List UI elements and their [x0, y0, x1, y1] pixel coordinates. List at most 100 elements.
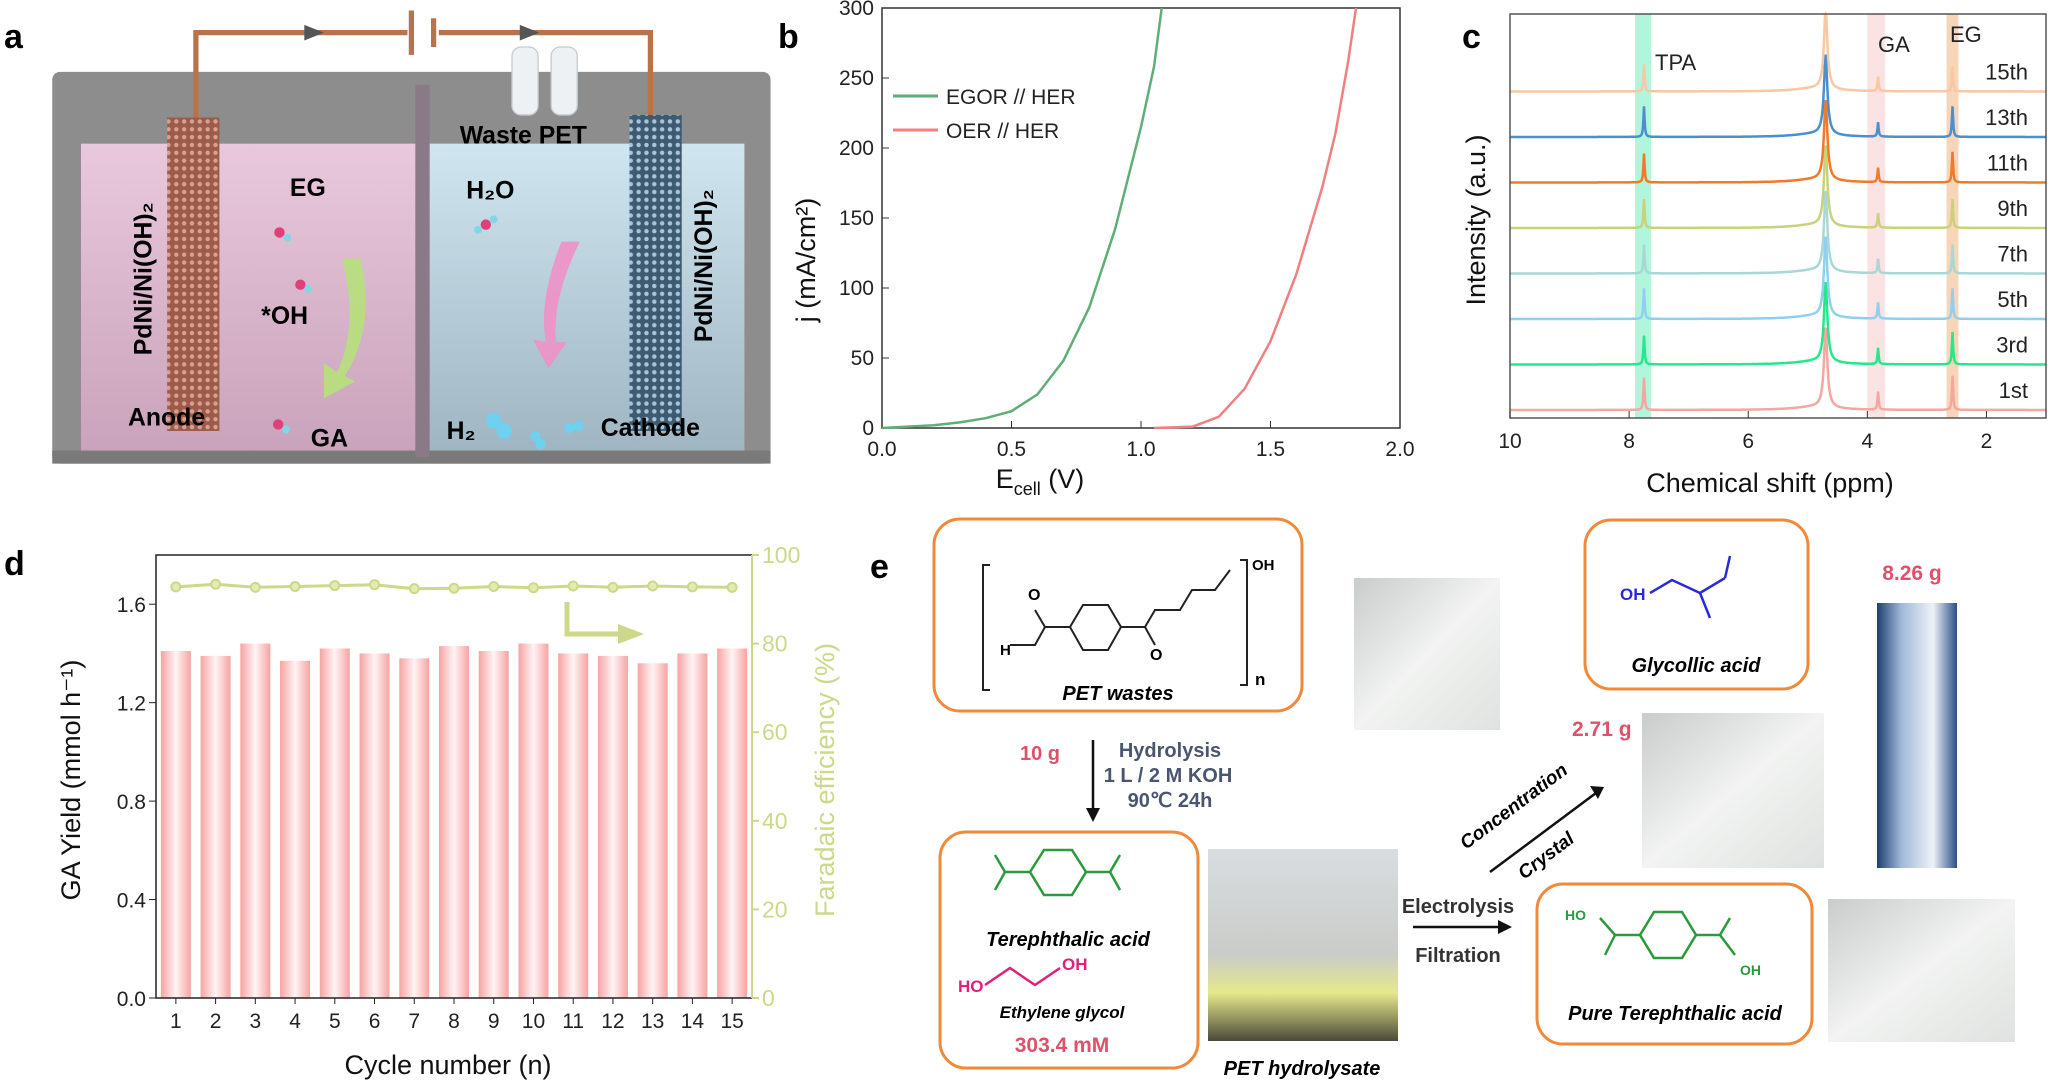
panel-label-a: a — [4, 18, 24, 56]
y-tick-label: 300 — [839, 0, 874, 20]
x-tick-label: 6 — [1742, 430, 1754, 453]
membrane — [415, 84, 430, 458]
x-tick-label: 1 — [170, 1010, 182, 1033]
pure-tpa-structure — [1599, 910, 1736, 960]
ga-label: GA — [311, 426, 348, 453]
spectrum-13th — [1510, 54, 2046, 139]
current-arrow-icon — [519, 24, 540, 41]
fe-point-cycle-2 — [210, 578, 222, 590]
spectrum-label-15th: 15th — [1985, 60, 2028, 85]
y-axis-label: j (mA/cm²) — [791, 198, 821, 323]
spectrum-7th — [1510, 190, 2046, 275]
y2-tick-label: 20 — [762, 896, 788, 922]
x-tick-label: 13 — [641, 1010, 664, 1033]
pet-hydrolysate-label: PET hydrolysate — [1224, 1058, 1381, 1080]
tpa-ho: HO — [1565, 907, 1586, 923]
pet-wastes-box — [932, 517, 1304, 713]
anode-label: Anode — [128, 405, 205, 432]
series-line-0 — [881, 7, 1163, 430]
pet-oh: OH — [1252, 557, 1275, 574]
y2-tick-label: 100 — [762, 542, 800, 568]
terephthalic-acid-label: Terephthalic acid — [986, 929, 1151, 951]
arrowhead-icon — [1590, 786, 1604, 799]
x-tick-label: 8 — [1623, 430, 1635, 453]
y2-axis-label: Faradaic efficiency (%) — [810, 643, 840, 917]
hydrolysis-temperature: 90℃ 24h — [1128, 790, 1213, 812]
x-tick-label: 12 — [601, 1010, 624, 1033]
y2-tick-label: 40 — [762, 808, 788, 834]
bar-cycle-3 — [240, 643, 271, 998]
band-label-ga: GA — [1878, 32, 1910, 57]
current-arrow-icon — [304, 24, 324, 41]
tank-floor — [52, 450, 771, 464]
spectrum-label-13th: 13th — [1985, 105, 2028, 130]
y-tick-label: 0 — [862, 417, 874, 440]
x-tick-label: 5 — [329, 1010, 341, 1033]
fe-point-cycle-7 — [408, 583, 420, 595]
pet-n: n — [1255, 670, 1265, 689]
x-tick-label: 14 — [681, 1010, 705, 1033]
x-axis-label-sub: cell — [1014, 479, 1041, 499]
x-tick-label: 3 — [249, 1010, 261, 1033]
y2-tick-label: 80 — [762, 631, 788, 657]
bar-cycle-13 — [637, 663, 668, 998]
y-tick-label: 1.6 — [117, 594, 146, 617]
x-tick-label: 2.0 — [1385, 438, 1414, 461]
bar-cycle-12 — [597, 655, 628, 998]
x-axis-label: Chemical shift (ppm) — [1646, 468, 1894, 498]
right-axis-indicator-arrow-icon — [564, 602, 622, 637]
y-tick-label: 150 — [839, 207, 874, 230]
pet-bottle-icon — [511, 46, 578, 116]
fe-point-cycle-14 — [686, 581, 698, 593]
panel-label-e: e — [870, 548, 889, 586]
x-tick-label: 4 — [289, 1010, 301, 1033]
y-tick-label: 0.0 — [117, 988, 146, 1011]
crystal-label: Crystal — [1514, 828, 1579, 884]
spectrum-label-7th: 7th — [1997, 242, 2028, 267]
plot-frame — [881, 7, 1401, 429]
y-axis-label: GA Yield (mmol h⁻¹) — [56, 660, 86, 901]
cathode-electrode-label: PdNi/Ni(OH)₂ — [691, 189, 718, 342]
x-tick-label: 2 — [210, 1010, 222, 1033]
fe-point-cycle-12 — [607, 581, 619, 593]
cathode-foam-electrode — [629, 114, 682, 431]
x-tick-label: 4 — [1861, 430, 1873, 453]
fe-point-cycle-9 — [488, 580, 500, 592]
fe-point-cycle-5 — [329, 580, 341, 592]
bar-cycle-9 — [478, 650, 509, 998]
h2o-label: H₂O — [466, 178, 514, 205]
reaction-arrow-icon — [323, 258, 366, 399]
crystal-mass: 2.71 g — [1572, 718, 1632, 741]
bar-cycle-1 — [160, 650, 191, 998]
spectrum-label-1st: 1st — [1999, 378, 2028, 403]
bar-cycle-14 — [677, 653, 708, 998]
anode-foam-electrode — [167, 117, 220, 431]
hydrolysate-products-box — [938, 830, 1200, 1070]
ga-vial-photo — [1877, 603, 1957, 868]
y-axis-label: Intensity (a.u.) — [1461, 134, 1491, 305]
fe-point-cycle-11 — [567, 580, 579, 592]
fe-point-cycle-1 — [170, 581, 182, 593]
x-tick-label: 10 — [1498, 430, 1521, 453]
panel-c-nmr-chart: c TPA GA EG 1st 3rd 5th 7th 9th 11th 13th 15th 10… — [1461, 11, 2047, 498]
ethylene-glycol-structure — [984, 966, 1061, 987]
pet-carbonyl-o: O — [1150, 647, 1162, 664]
x-tick-label: 1.0 — [1126, 438, 1155, 461]
y-tick-label: 0.8 — [117, 791, 146, 814]
bar-cycle-6 — [359, 653, 390, 998]
ethylene-glycol-label: Ethylene glycol — [1000, 1003, 1126, 1022]
spectrum-1st — [1510, 327, 2046, 412]
spectrum-label-9th: 9th — [1997, 196, 2028, 221]
oh-label: *OH — [261, 303, 308, 330]
panel-a-schematic: PdNi/Ni(OH)₂ PdNi/Ni(OH)₂ Waste PET EG *… — [52, 10, 771, 464]
arrowhead-icon — [618, 624, 644, 644]
reaction-arrow-icon — [532, 241, 580, 369]
hydrolysate-concentration: 303.4 mM — [1015, 1034, 1110, 1057]
glycollic-acid-label: Glycollic acid — [1632, 655, 1762, 677]
fe-point-cycle-6 — [369, 579, 381, 591]
pet-mass: 10 g — [1020, 743, 1060, 765]
band-label-eg: EG — [1950, 22, 1982, 47]
glycollic-acid-structure — [1649, 555, 1732, 619]
fe-point-cycle-3 — [249, 581, 261, 593]
